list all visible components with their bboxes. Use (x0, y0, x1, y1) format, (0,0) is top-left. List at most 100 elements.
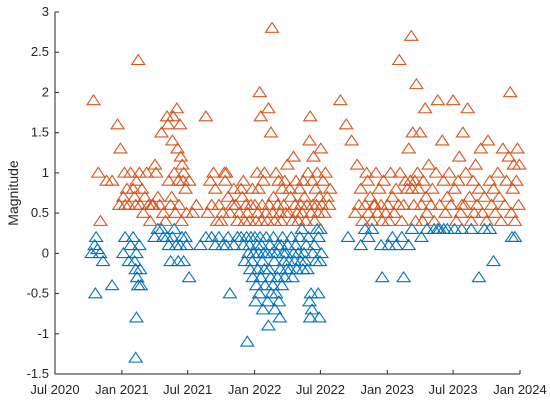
data-point-series-2 (381, 214, 397, 226)
data-point-series-2 (432, 198, 448, 210)
data-point-series-2 (123, 166, 139, 178)
data-point-series-2 (247, 198, 263, 210)
data-point-series-1 (253, 238, 270, 251)
data-point-series-2 (152, 198, 168, 210)
data-point-series-2 (150, 190, 166, 202)
data-point-series-1 (220, 230, 236, 243)
data-point-series-2 (321, 198, 337, 210)
data-point-series-1 (454, 222, 470, 234)
data-point-series-2 (239, 206, 255, 218)
data-point-series-1 (301, 295, 318, 307)
data-point-series-2 (347, 206, 363, 218)
data-point-series-1 (340, 230, 356, 243)
data-point-series-1 (128, 351, 144, 363)
data-point-series-2 (115, 190, 131, 202)
data-point-series-2 (301, 134, 318, 146)
data-point-series-2 (480, 134, 496, 146)
data-point-series-2 (392, 166, 408, 178)
data-point-series-1 (161, 238, 177, 251)
data-point-series-2 (511, 158, 527, 170)
data-point-series-1 (237, 254, 253, 267)
data-point-series-1 (312, 222, 328, 234)
data-point-series-2 (509, 142, 525, 154)
data-point-series-2 (265, 206, 281, 218)
data-point-series-2 (268, 166, 284, 178)
data-point-series-2 (139, 166, 155, 178)
data-point-series-2 (380, 198, 396, 210)
data-point-series-2 (234, 190, 250, 202)
data-point-series-1 (401, 238, 417, 251)
data-point-series-2 (471, 182, 487, 194)
data-point-series-2 (439, 190, 455, 202)
data-point-series-2 (134, 182, 150, 194)
data-point-series-2 (426, 214, 442, 226)
data-point-series-2 (383, 166, 399, 178)
data-point-series-2 (455, 126, 471, 138)
data-point-series-1 (310, 287, 326, 299)
data-point-series-2 (160, 118, 176, 130)
data-point-series-1 (179, 238, 195, 251)
data-point-series-2 (166, 166, 182, 178)
data-point-series-1 (463, 222, 479, 234)
data-point-series-1 (125, 230, 141, 243)
data-point-series-2 (419, 206, 435, 218)
data-point-series-2 (469, 198, 485, 210)
data-point-series-1 (222, 287, 238, 299)
data-point-series-2 (371, 182, 387, 194)
data-point-series-1 (298, 238, 314, 251)
data-point-series-2 (362, 190, 378, 202)
data-point-series-2 (90, 166, 106, 178)
data-point-series-1 (419, 222, 435, 234)
data-point-series-2 (473, 142, 489, 154)
data-point-series-2 (322, 182, 338, 194)
data-point-series-2 (415, 174, 431, 186)
data-point-series-2 (482, 174, 498, 186)
data-point-series-2 (92, 214, 108, 226)
data-point-series-2 (169, 102, 185, 114)
data-point-series-1 (404, 222, 420, 234)
data-point-series-2 (281, 206, 297, 218)
data-point-series-1 (242, 262, 258, 275)
data-point-series-2 (443, 198, 459, 210)
data-point-series-1 (302, 311, 318, 323)
data-point-series-2 (153, 126, 170, 138)
data-point-series-2 (448, 214, 464, 226)
data-point-series-2 (507, 214, 523, 226)
data-point-series-2 (412, 126, 428, 138)
data-point-series-2 (316, 206, 332, 218)
data-point-series-1 (439, 222, 455, 234)
data-point-series-1 (262, 238, 278, 251)
data-point-series-2 (357, 198, 373, 210)
data-point-series-2 (202, 174, 218, 186)
x-tick-label: Jul 2020 (30, 382, 79, 397)
data-point-series-2 (128, 174, 144, 186)
data-point-series-2 (163, 198, 179, 210)
data-point-series-1 (267, 303, 283, 315)
data-point-series-1 (260, 319, 276, 331)
data-point-series-2 (450, 174, 466, 186)
data-point-series-1 (248, 278, 264, 291)
data-point-series-2 (503, 206, 519, 218)
data-point-series-1 (283, 230, 299, 243)
data-point-series-2 (188, 198, 204, 210)
data-point-series-2 (235, 174, 251, 186)
data-point-series-1 (271, 295, 287, 307)
data-point-series-2 (495, 142, 511, 154)
data-point-series-1 (374, 270, 390, 283)
y-tick-label: 1.5 (31, 125, 49, 140)
data-point-series-2 (388, 182, 404, 194)
data-point-series-1 (268, 287, 284, 299)
data-point-series-2 (505, 182, 521, 194)
data-point-series-1 (485, 254, 501, 267)
data-point-series-2 (207, 182, 223, 194)
data-point-series-2 (344, 134, 360, 146)
data-point-series-1 (88, 230, 104, 243)
y-tick-label: 1 (42, 165, 49, 180)
data-point-series-2 (456, 198, 472, 210)
data-point-series-2 (296, 190, 312, 202)
data-point-series-1 (123, 238, 139, 251)
y-tick-label: 2.5 (31, 44, 49, 59)
data-point-series-2 (169, 142, 186, 154)
data-point-series-2 (256, 166, 272, 178)
data-point-series-2 (434, 134, 450, 146)
